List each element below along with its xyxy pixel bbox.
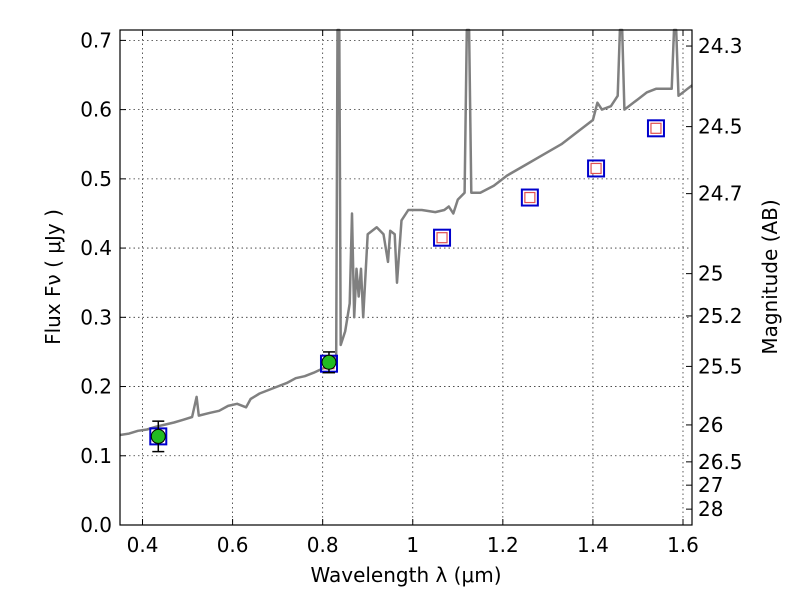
magnitude-tick-label: 25.5 (698, 354, 743, 378)
magnitude-tick-label: 24.5 (698, 115, 743, 139)
model-photometry-box (520, 188, 539, 207)
magnitude-tick-label: 26.5 (698, 450, 743, 474)
y-axis-label: Flux Fν ( μJy ) (41, 209, 65, 345)
x-tick-label: 1 (406, 533, 419, 557)
y-tick-label: 0.2 (80, 375, 112, 399)
x-tick-label: 0.4 (127, 533, 159, 557)
model-photometry-box (646, 119, 665, 138)
model-photometry-marker (650, 122, 662, 134)
magnitude-tick-label: 27 (698, 473, 723, 497)
magnitude-tick-label: 24.7 (698, 182, 743, 206)
x-tick-label: 1.2 (487, 533, 519, 557)
y-tick-label: 0.6 (80, 98, 112, 122)
x-tick-label: 1.4 (577, 533, 609, 557)
y-tick-label: 0.1 (80, 444, 112, 468)
observed-photometry-point (321, 354, 337, 370)
model-photometry-marker (436, 232, 448, 244)
plot-area (119, 28, 693, 453)
y-tick-label: 0.4 (80, 236, 112, 260)
spectrum-line (119, 28, 693, 437)
y-axis-ticks: 0.0 0.1 0.2 0.3 0.4 0.5 0.6 0.7 (80, 28, 126, 537)
x-axis-ticks: 0.4 0.6 0.8 1 1.2 1.4 1.6 (127, 30, 699, 557)
observed-photometry-point (150, 428, 166, 444)
y-tick-label: 0.0 (80, 513, 112, 537)
plot-frame (119, 29, 693, 526)
y-tick-label: 0.5 (80, 167, 112, 191)
x-axis-label: Wavelength λ (μm) (310, 563, 501, 587)
y-tick-label: 0.3 (80, 305, 112, 329)
y-tick-label: 0.7 (80, 28, 112, 52)
observed-photometry (150, 351, 337, 453)
magnitude-tick-label: 28 (698, 497, 723, 521)
x-tick-label: 0.6 (217, 533, 249, 557)
x-tick-label: 0.8 (307, 533, 339, 557)
model-photometry-box (433, 228, 452, 247)
model-photometry-marker (590, 162, 602, 175)
magnitude-tick-label: 26 (698, 413, 723, 437)
magnitude-tick-label: 25.2 (698, 304, 743, 328)
magnitude-axis-label: Magnitude (AB) (758, 199, 782, 354)
magnitude-tick-label: 25 (698, 262, 723, 286)
x-tick-label: 1.6 (667, 533, 699, 557)
model-photometry-marker (524, 191, 536, 204)
magnitude-tick-label: 24.3 (698, 34, 743, 58)
grid-lines (120, 30, 692, 526)
model-photometry (149, 119, 665, 446)
model-photometry-box (587, 159, 606, 178)
